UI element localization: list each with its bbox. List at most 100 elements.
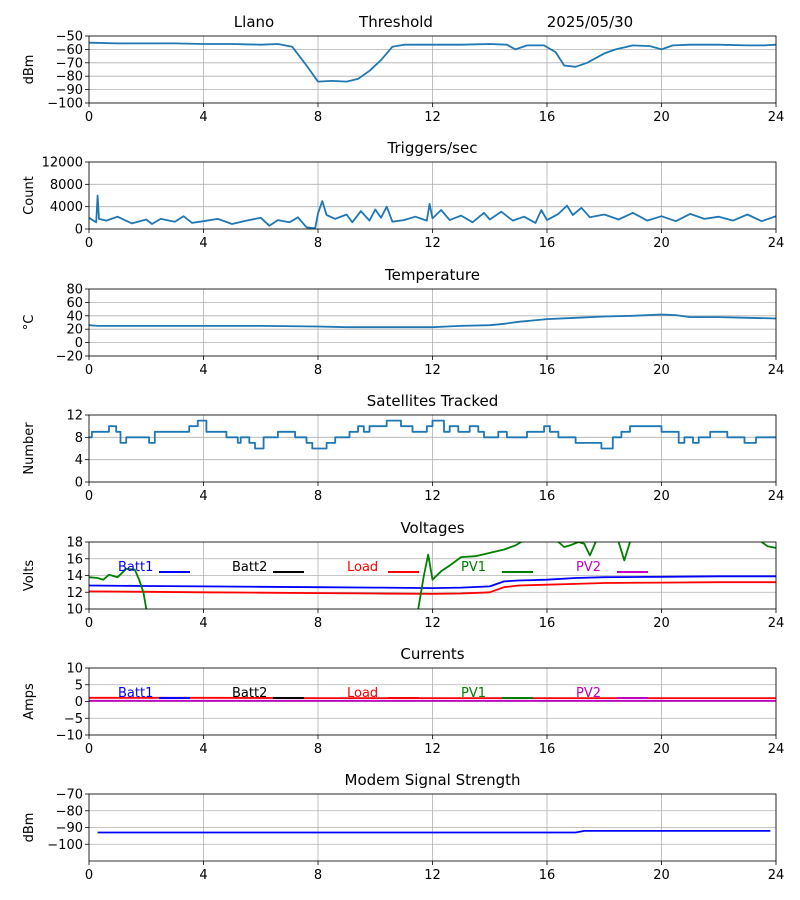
legend-label-pv1: PV1 xyxy=(461,560,486,575)
y-tick-label: −5 xyxy=(64,712,83,727)
series-line-pv1 xyxy=(89,542,776,609)
y-axis-title: Amps xyxy=(22,683,37,720)
series-line xyxy=(89,313,776,329)
chart-title: Satellites Tracked xyxy=(367,392,498,410)
y-tick-label: 12000 xyxy=(42,156,83,171)
x-tick-label: 16 xyxy=(539,363,556,378)
series-group xyxy=(89,41,776,83)
x-tick-label: 16 xyxy=(539,489,556,504)
y-tick-label: −90 xyxy=(56,821,83,836)
x-tick-label: 20 xyxy=(653,363,670,378)
legend-label-pv2: PV2 xyxy=(576,686,601,701)
x-tick-label: 16 xyxy=(539,742,556,757)
legend-label-load: Load xyxy=(347,560,378,575)
y-tick-label: 0 xyxy=(75,695,83,710)
x-tick-label: 16 xyxy=(539,236,556,251)
legend-label-batt1: Batt1 xyxy=(118,686,153,701)
y-tick-label: 4000 xyxy=(50,200,83,215)
y-tick-label: 8 xyxy=(75,431,83,446)
y-tick-label: 10 xyxy=(66,662,83,677)
y-tick-label: −80 xyxy=(56,70,83,85)
x-tick-label: 12 xyxy=(424,363,441,378)
y-tick-label: −50 xyxy=(56,30,83,45)
legend-label-load: Load xyxy=(347,686,378,701)
y-tick-label: 4 xyxy=(75,453,83,468)
x-tick-label: 0 xyxy=(85,742,93,757)
y-tick-label: 0 xyxy=(75,476,83,491)
legend-label-pv1: PV1 xyxy=(461,686,486,701)
y-tick-label: 14 xyxy=(66,569,83,584)
chart-panel-4: 0 4 8 12 16 20 24 0 4 8 12 Number Satellites Tracked xyxy=(22,392,784,504)
x-tick-label: 20 xyxy=(653,616,670,631)
series-group xyxy=(89,194,776,229)
y-tick-label: −60 xyxy=(56,43,83,58)
y-tick-label: −90 xyxy=(56,83,83,98)
x-tick-label: 24 xyxy=(768,616,785,631)
y-tick-label: −100 xyxy=(47,838,83,853)
x-tick-label: 8 xyxy=(314,489,322,504)
y-tick-label: 20 xyxy=(66,323,83,338)
x-tick-label: 8 xyxy=(314,236,322,251)
x-tick-label: 4 xyxy=(199,363,207,378)
x-tick-label: 0 xyxy=(85,363,93,378)
chart-title: Temperature xyxy=(384,266,480,284)
y-tick-label: 8000 xyxy=(50,178,83,193)
y-tick-label: −10 xyxy=(56,729,83,744)
x-tick-label: 0 xyxy=(85,616,93,631)
y-tick-label: −70 xyxy=(56,788,83,803)
y-tick-label: 40 xyxy=(66,309,83,324)
y-tick-label: 10 xyxy=(66,603,83,618)
y-tick-label: 18 xyxy=(66,536,83,551)
series-line xyxy=(89,194,776,229)
y-axis-title: Number xyxy=(22,422,37,475)
x-tick-label: 4 xyxy=(199,110,207,125)
x-tick-label: 8 xyxy=(314,742,322,757)
x-tick-label: 24 xyxy=(768,363,785,378)
x-tick-label: 4 xyxy=(199,742,207,757)
series-group xyxy=(97,830,771,834)
x-tick-label: 12 xyxy=(424,110,441,125)
legend: Batt1 Batt2 Load PV1 PV2 xyxy=(118,686,648,701)
series-line xyxy=(89,41,776,83)
chart-title-part: Threshold xyxy=(358,13,433,31)
x-tick-label: 24 xyxy=(768,742,785,757)
y-tick-label: −70 xyxy=(56,56,83,71)
x-tick-label: 4 xyxy=(199,616,207,631)
x-tick-label: 20 xyxy=(653,489,670,504)
x-tick-label: 20 xyxy=(653,110,670,125)
y-tick-label: 12 xyxy=(66,586,83,601)
series-line-load xyxy=(89,581,776,595)
x-tick-label: 0 xyxy=(85,236,93,251)
legend-label-batt2: Batt2 xyxy=(232,686,267,701)
x-tick-label: 12 xyxy=(424,742,441,757)
series-group xyxy=(89,542,776,609)
series-group xyxy=(89,696,776,702)
y-axis-title: dBm xyxy=(22,813,37,843)
y-axis-title: Volts xyxy=(22,560,37,592)
x-tick-label: 16 xyxy=(539,110,556,125)
x-tick-label: 20 xyxy=(653,742,670,757)
y-tick-label: 0 xyxy=(75,223,83,238)
legend-label-batt2: Batt2 xyxy=(232,560,267,575)
x-tick-label: 12 xyxy=(424,616,441,631)
x-tick-label: 12 xyxy=(424,489,441,504)
y-tick-label: −100 xyxy=(47,97,83,112)
x-tick-label: 4 xyxy=(199,489,207,504)
x-tick-label: 4 xyxy=(199,868,207,883)
chart-panel-7: 0 4 8 12 16 20 24 −70−80 −90 −100 dBm Modem Signal … xyxy=(22,771,784,883)
x-tick-label: 20 xyxy=(653,236,670,251)
y-tick-label: 60 xyxy=(66,296,83,311)
x-tick-label: 12 xyxy=(424,868,441,883)
legend-label-batt1: Batt1 xyxy=(118,560,153,575)
y-tick-label: −80 xyxy=(56,804,83,819)
x-tick-label: 8 xyxy=(314,616,322,631)
y-axis-title: Count xyxy=(22,176,37,215)
series-line xyxy=(97,830,771,834)
x-tick-label: 8 xyxy=(314,110,322,125)
grid xyxy=(88,288,777,357)
x-tick-label: 24 xyxy=(768,236,785,251)
y-tick-label: 0 xyxy=(75,336,83,351)
